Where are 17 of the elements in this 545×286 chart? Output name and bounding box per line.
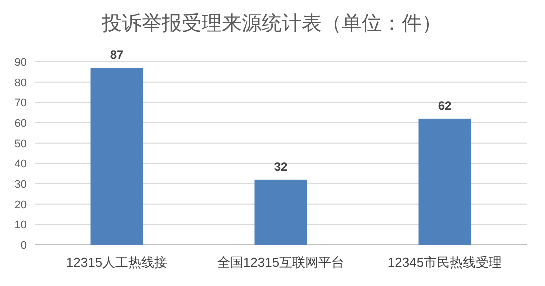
title: 投诉举报受理来源统计表（单位：件） bbox=[102, 13, 442, 35]
x-tick-label: 12345市民热线受理 bbox=[388, 255, 502, 270]
data-label: 87 bbox=[110, 48, 124, 62]
y-tick-label: 40 bbox=[14, 158, 27, 171]
y-tick-label: 60 bbox=[14, 118, 27, 130]
y-tick-label: 20 bbox=[14, 199, 27, 212]
y-tick-label: 10 bbox=[14, 220, 27, 232]
data-label: 32 bbox=[274, 160, 288, 174]
y-tick-label: 80 bbox=[14, 77, 27, 90]
y-tick-label: 90 bbox=[14, 57, 27, 69]
y-tick-label: 0 bbox=[20, 240, 27, 252]
x-tick-label: 12315人工热线接 bbox=[66, 255, 168, 270]
data-label: 62 bbox=[438, 98, 452, 113]
y-tick-label: 30 bbox=[14, 179, 27, 191]
y-tick-label: 50 bbox=[14, 138, 27, 150]
y-tick-label: 70 bbox=[14, 98, 27, 110]
x-tick-label: 全国12315互联网平台 bbox=[217, 255, 345, 270]
